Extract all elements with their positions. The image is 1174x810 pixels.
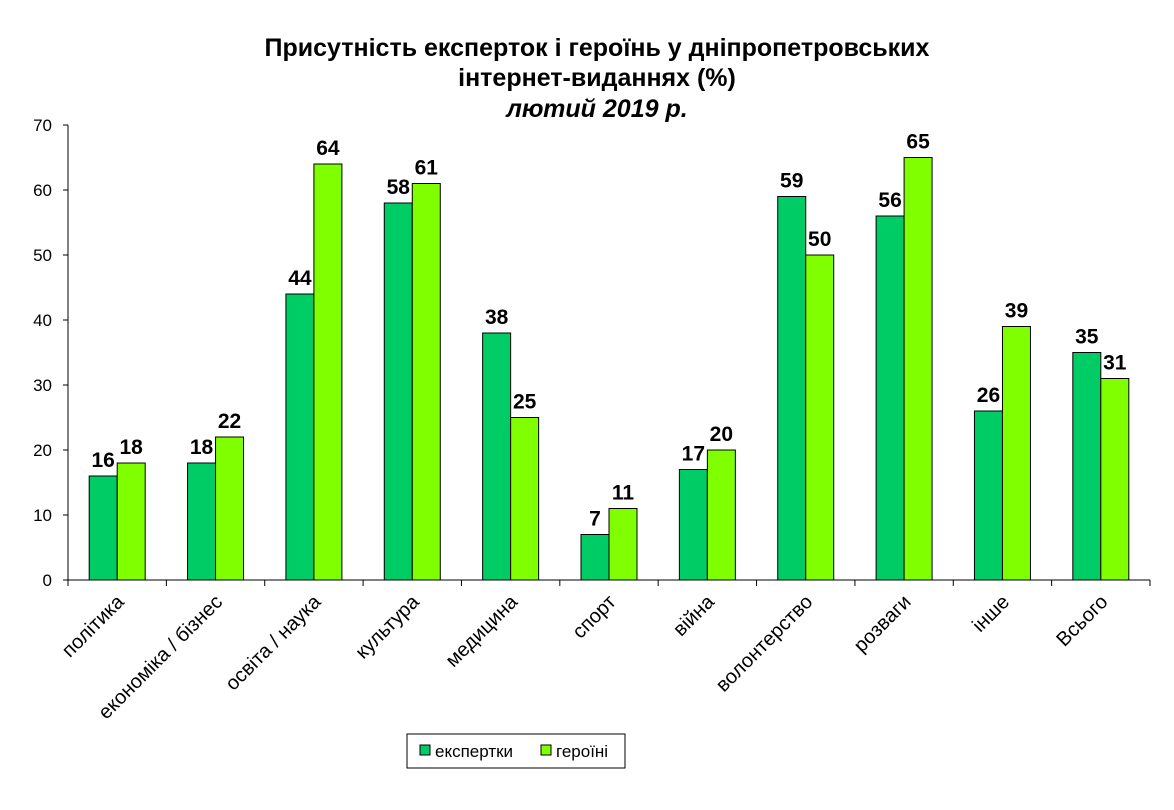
bars-group <box>88 157 1130 581</box>
data-label: 58 <box>387 176 411 199</box>
x-category-label: розваги <box>850 591 916 657</box>
bar-heroini-10 <box>1100 378 1130 581</box>
legend-swatch-heroini <box>540 744 552 756</box>
bar-ekspertky-9 <box>973 410 1003 581</box>
data-label: 22 <box>218 410 241 433</box>
bar-heroini-6 <box>706 449 736 581</box>
data-label: 64 <box>316 137 340 160</box>
x-category-label: війна <box>669 590 719 640</box>
bar-ekspertky-2 <box>285 293 315 581</box>
y-tick-label: 0 <box>43 571 52 590</box>
bar-heroini-4 <box>510 417 540 581</box>
data-label: 39 <box>1005 300 1028 323</box>
y-axis-ticks: 0 10 20 30 40 50 60 70 <box>33 116 68 590</box>
data-label: 56 <box>878 189 901 212</box>
chart-subtitle: лютий 2019 р. <box>505 95 687 123</box>
bar-heroini-5 <box>608 508 638 581</box>
y-tick-label: 60 <box>33 181 52 200</box>
bar-ekspertky-5 <box>580 534 610 581</box>
data-label: 18 <box>190 436 214 459</box>
bar-heroini-8 <box>903 157 933 581</box>
x-category-label: політика <box>58 590 130 662</box>
bar-heroini-0 <box>116 462 146 581</box>
data-label: 7 <box>589 508 601 531</box>
data-label: 61 <box>415 157 439 180</box>
data-label: 16 <box>92 449 115 472</box>
data-label: 31 <box>1103 352 1127 375</box>
bar-heroini-7 <box>805 254 835 581</box>
x-category-label: освіта / наука <box>221 590 326 695</box>
bar-ekspertky-8 <box>875 215 905 581</box>
data-label: 44 <box>288 267 312 290</box>
legend-label-ekspertky: експертки <box>435 742 513 761</box>
bar-heroini-3 <box>411 183 441 581</box>
bar-ekspertky-4 <box>482 332 512 581</box>
data-label: 50 <box>808 228 831 251</box>
legend-box <box>406 733 626 769</box>
data-label: 17 <box>682 443 705 466</box>
bar-ekspertky-1 <box>187 462 217 581</box>
data-label: 25 <box>513 391 537 414</box>
chart-title: Присутність eксперток і героїнь у дніпро… <box>265 34 930 62</box>
data-label: 18 <box>120 436 144 459</box>
y-tick-label: 20 <box>33 441 52 460</box>
x-axis-ticks <box>67 580 1151 586</box>
bar-ekspertky-3 <box>383 202 413 581</box>
data-label: 38 <box>485 306 509 329</box>
data-label: 35 <box>1075 326 1099 349</box>
x-category-label: інше <box>968 591 1014 637</box>
y-tick-label: 10 <box>33 506 52 525</box>
x-category-label: Всього <box>1052 591 1112 651</box>
legend: експертки героїні <box>406 733 626 769</box>
bar-ekspertky-0 <box>88 475 118 581</box>
data-label: 26 <box>977 384 1000 407</box>
x-category-label: волонтерство <box>712 591 817 696</box>
bar-ekspertky-7 <box>777 196 807 581</box>
data-label: 59 <box>780 170 803 193</box>
chart-title-line2: інтернет-виданнях (%) <box>458 64 736 92</box>
bar-heroini-9 <box>1001 326 1031 581</box>
y-tick-label: 50 <box>33 246 52 265</box>
x-category-label: медицина <box>442 590 523 671</box>
legend-swatch-ekspertky <box>419 744 431 756</box>
data-label: 65 <box>906 131 930 154</box>
bar-heroini-2 <box>313 163 343 581</box>
y-tick-label: 70 <box>33 116 52 135</box>
bar-heroini-1 <box>215 436 245 581</box>
y-tick-label: 40 <box>33 311 52 330</box>
bar-ekspertky-10 <box>1072 352 1102 581</box>
x-category-label: культура <box>351 590 424 663</box>
legend-label-heroini: героїні <box>556 742 608 761</box>
data-label: 11 <box>612 482 635 505</box>
bar-ekspertky-6 <box>678 469 708 581</box>
data-label: 20 <box>710 423 733 446</box>
x-category-label: спорт <box>568 591 620 643</box>
y-tick-label: 30 <box>33 376 52 395</box>
